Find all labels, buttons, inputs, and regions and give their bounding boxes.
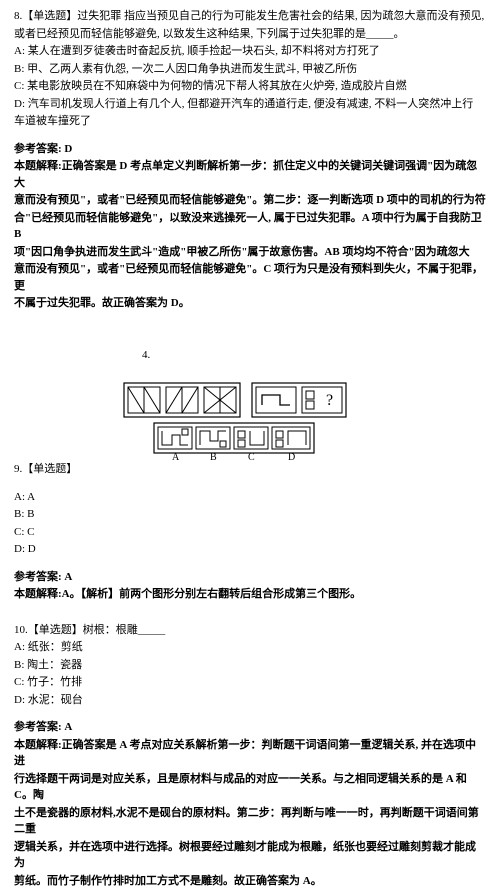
q8-explain-5: 意而没有预见"，或者"已经预见而轻信能够避免"。C 项行为只是没有预料到失火，不… <box>14 261 486 294</box>
q8-explain-4: 项"因口角争执进而发生武斗"造成"甲被乙所伤"属于故意伤害。AB 项均均不符合"… <box>14 244 486 261</box>
q8-option-b: B: 甲、乙两人素有仇怨, 一次二人因口角争执进而发生武斗, 甲被乙所伤 <box>14 61 486 78</box>
q10-explain-4: 逻辑关系，并在选项中进行选择。树根要经过雕刻才能成为根雕，纸张也要经过雕刻剪裁才… <box>14 839 486 872</box>
q8-option-d-cont: 车道被车撞死了 <box>14 113 486 130</box>
q8-option-a: A: 某人在遭到歹徒袭击时奋起反抗, 顺手捡起一块石头, 却不料将对方打死了 <box>14 43 486 60</box>
q8-stem-line1: 8.【单选题】过失犯罪 指应当预见自己的行为可能发生危害社会的结果, 因为疏忽大… <box>14 8 486 25</box>
q10-explain-5: 剪纸。而竹子制作竹排时加工方式不是雕刻。故正确答案为 A。 <box>14 873 486 889</box>
q9-option-d: D: D <box>14 541 486 558</box>
q10-explain-3: 土不是瓷器的原材料,水泥不是砚台的原材料。第二步：再判断与唯一一时，再判断题干词… <box>14 805 486 838</box>
q8-explain-2: 意而没有预见"，或者"已经预见而轻信能够避免"。第二步：逐一判断选项 D 项中的… <box>14 192 486 209</box>
q10-option-c: C: 竹子：竹排 <box>14 674 486 691</box>
q9-figure-number: 4. <box>142 347 486 364</box>
q9-option-c: C: C <box>14 524 486 541</box>
svg-text:?: ? <box>326 392 333 409</box>
q8-answer-label: 参考答案: D <box>14 141 486 158</box>
q10-stem: 10.【单选题】树根：根雕_____ <box>14 622 486 639</box>
q10-option-a: A: 纸张：剪纸 <box>14 639 486 656</box>
svg-text:C: C <box>248 452 255 461</box>
q10-option-d: D: 水泥：砚台 <box>14 692 486 709</box>
q9-figure: ? A B C D <box>122 381 486 461</box>
svg-text:A: A <box>172 452 180 461</box>
q9-option-a: A: A <box>14 489 486 506</box>
q8-option-c: C: 某电影放映员在不知麻袋中为何物的情况下帮人将其放在火炉旁, 造成胶片自燃 <box>14 78 486 95</box>
q10-explain-1: 本题解释:正确答案是 A 考点对应关系解析第一步：判断题干词语间第一重逻辑关系,… <box>14 737 486 770</box>
q9-option-b: B: B <box>14 506 486 523</box>
svg-text:B: B <box>210 452 217 461</box>
q8-explain-6: 不属于过失犯罪。故正确答案为 D。 <box>14 295 486 312</box>
q10-answer-label: 参考答案: A <box>14 719 486 736</box>
q8-option-d: D: 汽车司机发现人行道上有几个人, 但都避开汽车的通道行走, 便没有减速, 不… <box>14 96 486 113</box>
q10-explain-2: 行选择题干两词是对应关系，且是原材料与成品的对应一一关系。与之相同逻辑关系的是 … <box>14 771 486 804</box>
q8-stem-line2: 或者已经预见而轻信能够避免, 以致发生这种结果, 下列属于过失犯罪的是_____… <box>14 26 486 43</box>
q8-explain-1: 本题解释:正确答案是 D 考点单定义判断解析第一步：抓住定义中的关键词关键词强调… <box>14 158 486 191</box>
q9-answer-label: 参考答案: A <box>14 569 486 586</box>
q9-stem: 9.【单选题】 <box>14 461 486 478</box>
svg-text:D: D <box>288 452 295 461</box>
q10-option-b: B: 陶土：瓷器 <box>14 657 486 674</box>
q9-explain: 本题解释:A。【解析】前两个图形分别左右翻转后组合形成第三个图形。 <box>14 586 486 603</box>
q8-explain-3: 合"已经预见而轻信能够避免"，以致没来逃操死一人, 属于已过失犯罪。A 项中行为… <box>14 210 486 243</box>
